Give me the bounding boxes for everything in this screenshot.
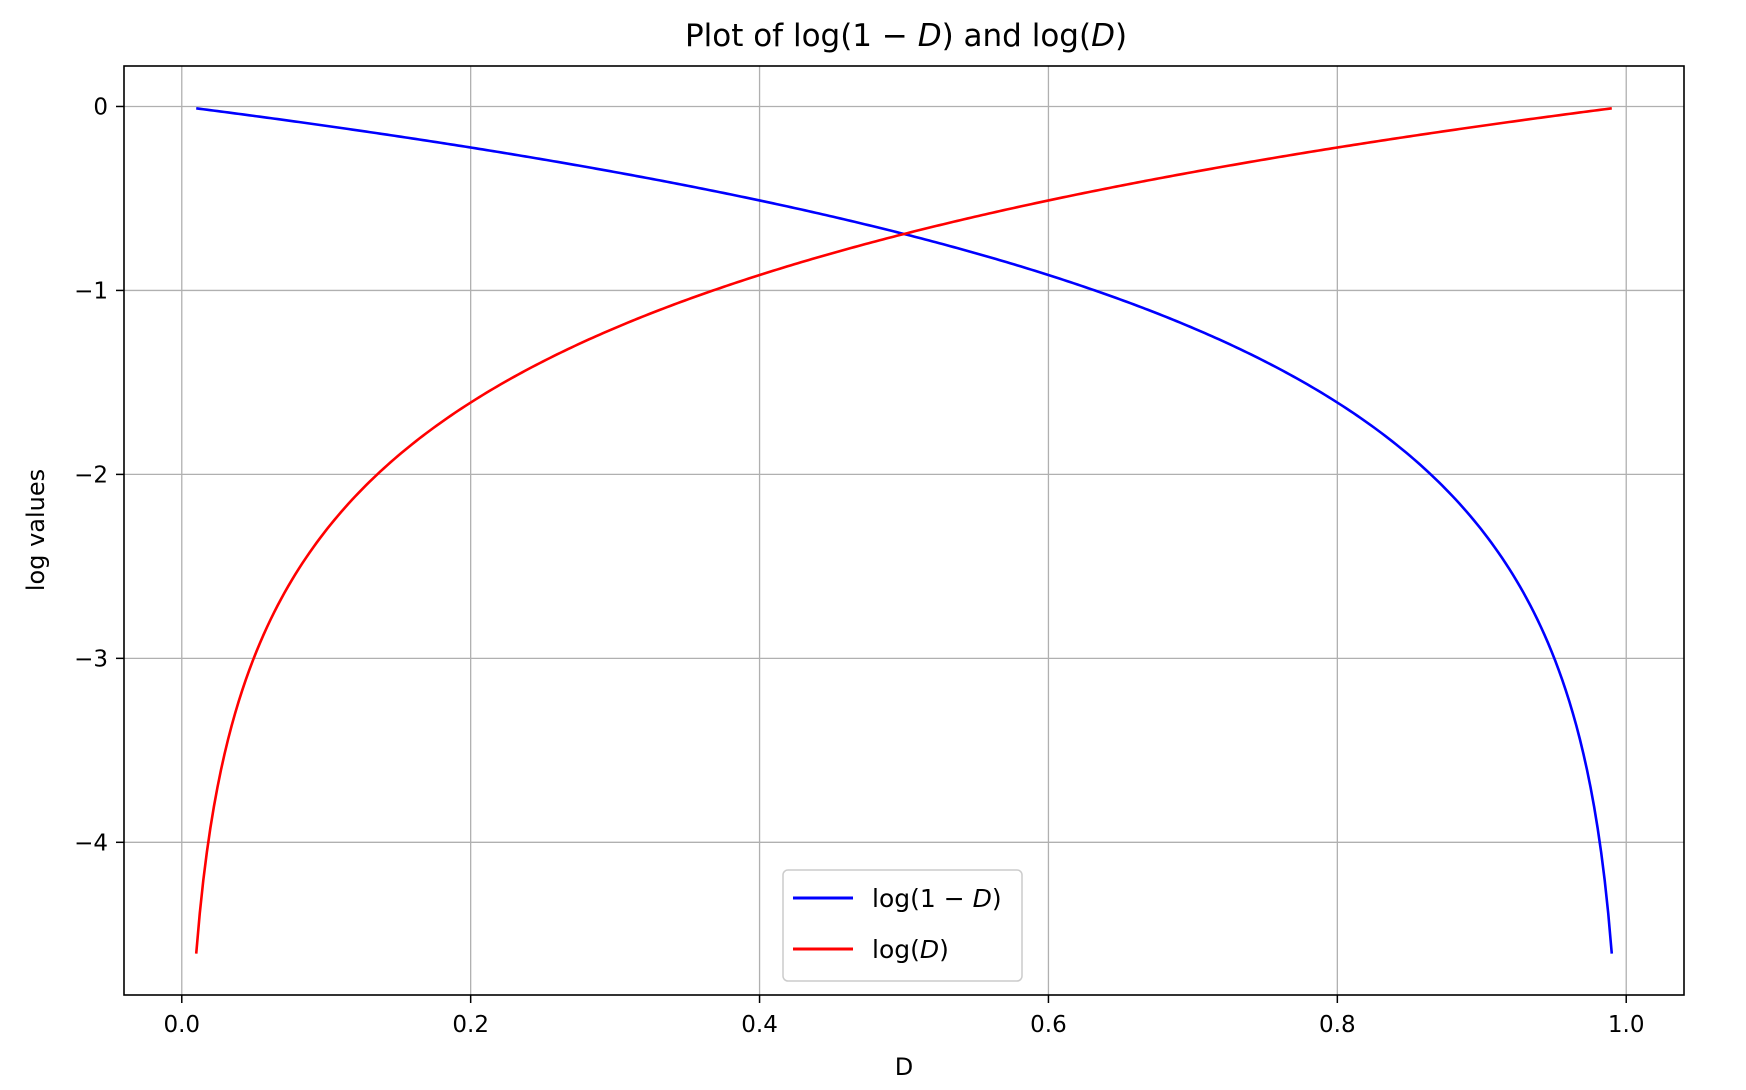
x-tick-label: 0.8	[1319, 1012, 1356, 1038]
x-axis-label: D	[895, 1053, 913, 1081]
plot-area	[194, 107, 1614, 954]
x-tick-label: 1.0	[1608, 1012, 1645, 1038]
grid	[124, 66, 1684, 995]
x-tick-label: 0.2	[452, 1012, 489, 1038]
legend: log(1 − D) log(D)	[782, 869, 1023, 982]
y-tick-label: −1	[74, 278, 108, 304]
y-tick-label: −3	[74, 646, 108, 672]
y-axis-ticks: 0 −1 −2 −3 −4	[74, 94, 124, 856]
legend-label-log-one-minus-d: log(1 − D)	[872, 884, 1002, 913]
axes-frame	[123, 65, 1685, 996]
chart-title: Plot of log(1 − D) and log(D)	[685, 18, 1127, 54]
legend-label-log-d: log(D)	[872, 935, 949, 964]
y-tick-label: −4	[74, 830, 108, 856]
y-tick-label: 0	[93, 94, 108, 120]
x-tick-label: 0.6	[1030, 1012, 1067, 1038]
x-axis-ticks: 0.0 0.2 0.4 0.6 0.8 1.0	[163, 995, 1645, 1038]
y-tick-label: −2	[74, 462, 108, 488]
y-axis-label: log values	[22, 469, 50, 591]
x-tick-label: 0.4	[741, 1012, 778, 1038]
x-tick-label: 0.0	[163, 1012, 200, 1038]
series-line-log-d	[194, 107, 1612, 954]
